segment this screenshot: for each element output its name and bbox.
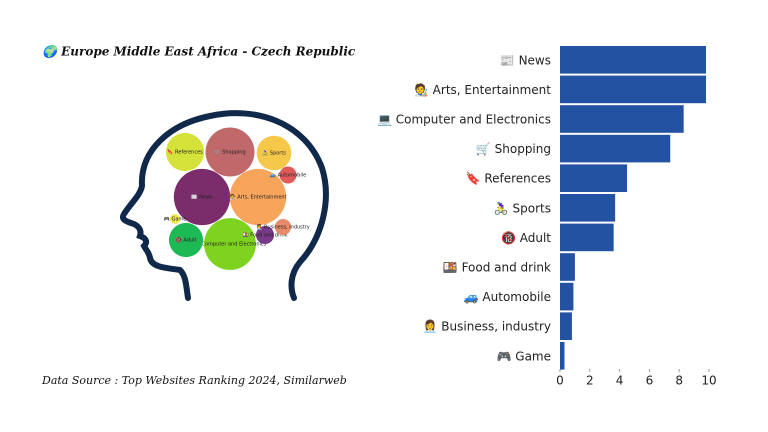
category-label: 🔞 Adult [501,231,551,245]
category-label: 🎮 Game [497,349,551,363]
bubble [168,222,204,258]
bar [560,253,575,281]
category-label: 🍱 Food and drink [443,261,551,275]
bar [560,75,707,104]
bar [560,312,572,340]
category-label: 📰 News [500,53,551,67]
head-outline [120,110,329,301]
x-tick-label: 2 [586,374,594,388]
x-tick-label: 0 [556,374,564,388]
bubble [274,218,292,236]
category-label: 💻 Computer and Electronics [377,113,551,127]
bubble [173,168,231,226]
category-label: 🚙 Automobile [464,290,551,304]
bubble [165,132,205,172]
bar [560,164,628,192]
category-label: 👩‍💼 Business, industry [423,320,551,334]
bar [560,282,574,311]
bubble-label: 🍱 Food and drink [242,232,287,239]
bar [560,105,684,133]
source: Data Source : Top Websites Ranking 2024,… [41,374,347,387]
bubble [229,168,287,226]
bubble [205,127,255,177]
bar [560,194,616,222]
category-label: 🧑‍🎨 Arts, Entertainment [414,82,551,97]
category-label: 🔖 References [466,172,551,186]
bubble-label: 🚴‍♀️ Sports [262,150,286,157]
bubble [279,166,297,184]
category-label: 🛒 Shopping [476,142,551,156]
bubble [256,135,292,171]
bubble-label: 🛒 Shopping [214,149,245,156]
x-tick-label: 8 [675,374,683,388]
bar [560,134,671,163]
bubble-label: 💻 Computer and Electronics [194,242,267,248]
bar [560,223,614,252]
bar [560,342,565,370]
bubble-label: 🎮 Game [164,217,187,223]
x-tick-label: 6 [646,374,654,388]
bubble [204,218,256,270]
x-tick-label: 4 [616,374,624,388]
bubble-label: 👩‍💼 Business, industry [256,224,310,231]
bar [560,46,707,74]
bubble-label: 🧑‍🎨 Arts, Entertainment [229,194,286,201]
bubble-label: 🚙 Automobile [270,173,306,179]
bubble-label: 📰 News [191,195,213,201]
x-tick-label: 10 [701,374,716,388]
category-label: 🚴‍♀️ Sports [494,201,551,215]
bubble [170,214,180,224]
bubble [256,226,274,244]
bubble-label: 🔖 References [167,149,203,156]
chart-title: 🌍 Europe Middle East Africa - Czech Repu… [41,45,356,59]
bubble-label: 🔞 Adult [176,237,197,244]
